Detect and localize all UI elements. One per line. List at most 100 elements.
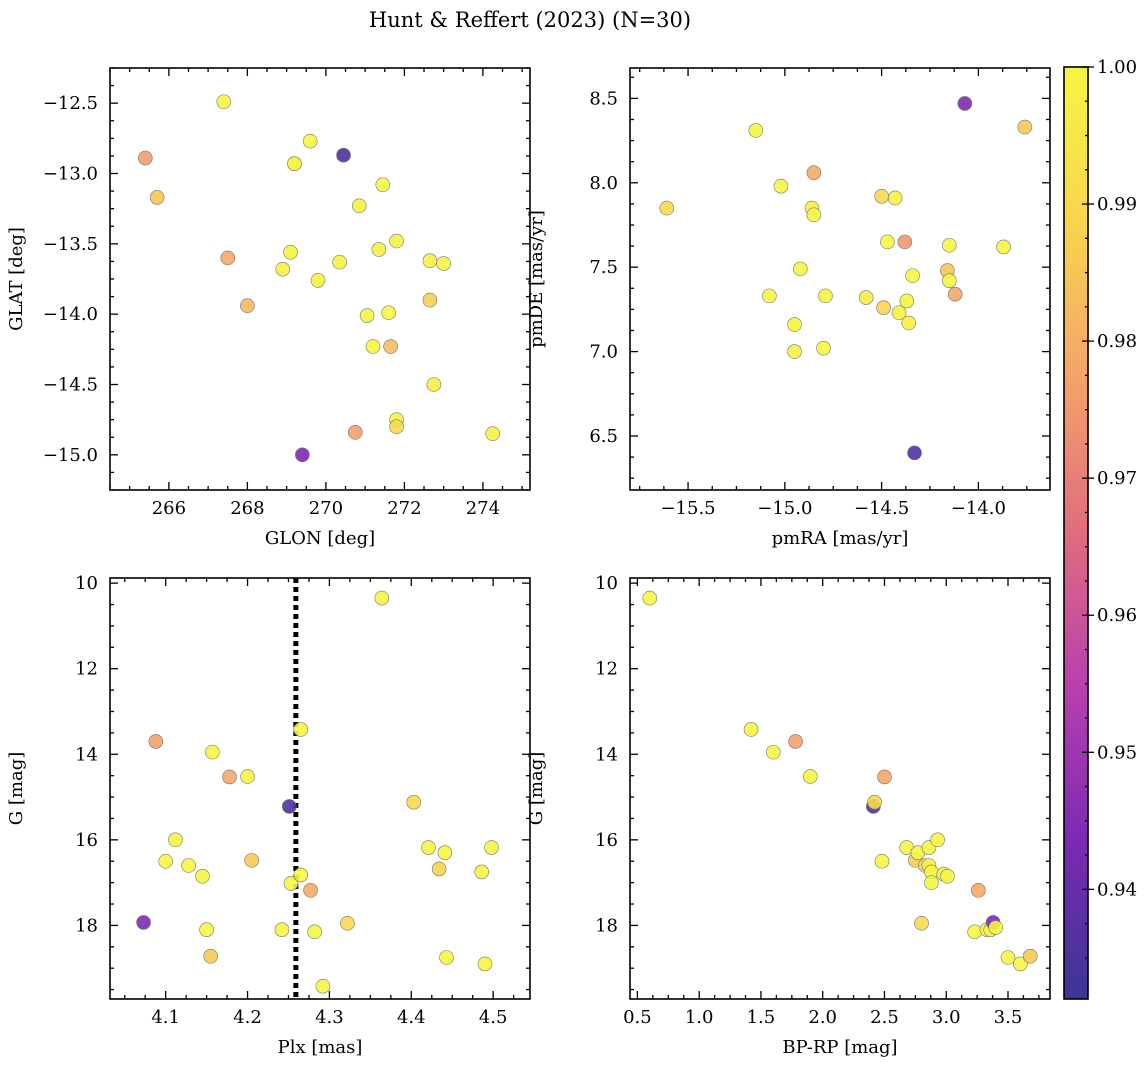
x-tick-label: 4.2: [233, 1007, 262, 1028]
data-point: [743, 722, 759, 737]
data-point: [293, 867, 309, 883]
panels: 266 268 270 272 274 −12.5 −13.0 −13.5 −14.0 −14.5…: [6, 67, 1051, 1058]
colorbar-tick-label: 0.98: [1097, 331, 1137, 352]
data-point: [874, 853, 890, 869]
data-point: [375, 177, 391, 193]
x-tick-label: −15.0: [757, 498, 812, 519]
data-point: [484, 840, 499, 855]
x-tick-label: 4.3: [315, 1007, 344, 1028]
x-axis-label: GLON [deg]: [265, 528, 375, 549]
data-point: [788, 734, 803, 749]
x-tick-label: −15.5: [660, 498, 715, 519]
colorbar-gradient: [1064, 67, 1088, 999]
data-point: [905, 268, 920, 283]
data-point: [765, 744, 781, 760]
data-point: [803, 769, 818, 784]
data-point: [880, 234, 895, 250]
colorbar-tick-label: 1.00: [1097, 57, 1137, 78]
x-axis-label: pmRA [mas/yr]: [772, 528, 909, 549]
y-tick-label: 8.0: [589, 173, 618, 194]
x-tick-label: 266: [152, 498, 186, 519]
data-point: [203, 948, 219, 964]
data-point: [293, 722, 309, 737]
y-tick-label: −13.0: [43, 164, 98, 185]
panel-4: 0.5 1.0 1.5 2.0 2.5 3.0 3.5 10 12 14 16 18 BP-RP [ma…: [526, 573, 1051, 1058]
data-point: [988, 920, 1003, 935]
data-point: [818, 288, 833, 304]
y-tick-label: 7.5: [589, 257, 618, 278]
data-point: [220, 250, 236, 266]
y-tick-label: −14.5: [43, 375, 98, 396]
data-point: [240, 298, 255, 314]
data-point: [136, 915, 151, 930]
y-tick-label: 18: [595, 915, 618, 936]
x-tick-label: 270: [309, 498, 343, 519]
data-point: [787, 344, 802, 359]
data-point: [216, 94, 232, 110]
y-tick-label: 6.5: [589, 426, 618, 447]
data-point: [359, 308, 375, 323]
data-point: [168, 832, 183, 848]
data-point: [240, 769, 255, 784]
y-tick-label: 14: [595, 744, 618, 765]
data-point: [274, 922, 290, 937]
y-tick-label: 12: [595, 659, 618, 680]
panel-3: 4.1 4.2 4.3 4.4 4.5 10 12 14 16 18 Plx [mas] G [mag…: [6, 573, 531, 1058]
data-point: [275, 261, 291, 277]
y-tick-label: −14.0: [43, 304, 98, 325]
data-point: [957, 96, 973, 111]
data-point: [1013, 956, 1028, 972]
data-point: [996, 239, 1011, 255]
data-point: [924, 875, 939, 890]
data-point: [374, 590, 390, 606]
y-tick-label: −15.0: [43, 445, 98, 466]
data-point: [303, 883, 318, 898]
y-axis-label: G [mag]: [526, 752, 547, 825]
x-tick-label: −14.5: [854, 498, 909, 519]
data-point: [381, 305, 396, 321]
y-tick-label: 14: [75, 744, 98, 765]
data-point: [439, 950, 454, 965]
data-point: [158, 853, 173, 869]
panel-2: −15.5 −15.0 −14.5 −14.0 6.5 7.0 7.5 8.0 8.5 pmRA …: [526, 67, 1051, 549]
y-tick-label: 10: [595, 573, 618, 594]
data-point: [485, 426, 501, 442]
data-point: [477, 956, 493, 972]
data-point: [858, 290, 874, 305]
data-point: [336, 147, 351, 163]
x-axis-label: Plx [mas]: [278, 1037, 363, 1058]
data-point: [283, 876, 299, 891]
y-tick-label: 8.5: [589, 88, 618, 109]
colorbar-tick-label: 0.95: [1097, 742, 1137, 763]
data-point: [874, 188, 889, 204]
axes-frame: [629, 67, 1051, 491]
x-axis-label: BP-RP [mag]: [782, 1037, 897, 1058]
data-point: [205, 744, 220, 760]
x-tick-label: 2.0: [808, 1007, 837, 1028]
data-point: [348, 425, 363, 440]
data-point: [806, 207, 822, 223]
data-point: [806, 165, 822, 180]
data-point: [149, 190, 165, 205]
data-point: [244, 853, 259, 868]
data-point: [901, 315, 917, 331]
axes-frame: [629, 577, 1051, 1000]
data-point: [287, 156, 302, 171]
data-point: [307, 924, 322, 940]
y-axis-label: GLAT [deg]: [6, 227, 27, 331]
data-point: [181, 858, 196, 873]
data-point: [340, 915, 355, 931]
data-point: [942, 237, 957, 253]
data-point: [787, 317, 802, 332]
x-tick-label: 268: [230, 498, 264, 519]
data-point: [897, 234, 913, 250]
data-point: [967, 924, 982, 940]
panel-1: 266 268 270 272 274 −12.5 −13.0 −13.5 −14.0 −14.5…: [6, 67, 531, 549]
colorbar-tick-label: 0.99: [1097, 194, 1137, 215]
colorbar-tick-label: 0.97: [1097, 468, 1137, 489]
x-tick-label: 272: [387, 498, 421, 519]
data-point: [436, 256, 451, 271]
data-point: [748, 123, 764, 138]
data-point: [877, 769, 892, 785]
